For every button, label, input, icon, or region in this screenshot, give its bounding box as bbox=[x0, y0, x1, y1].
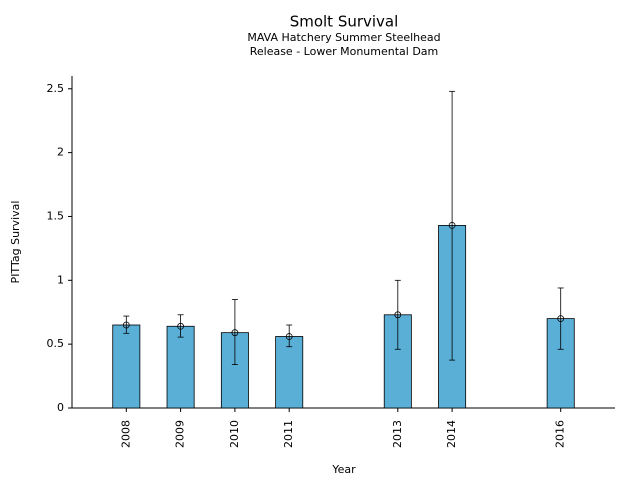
point-marker bbox=[177, 322, 185, 330]
bar bbox=[275, 336, 304, 409]
point-marker bbox=[448, 221, 456, 229]
bar bbox=[166, 325, 195, 409]
x-tick-label: 2008 bbox=[119, 420, 132, 448]
point-marker bbox=[122, 321, 130, 329]
point-marker bbox=[231, 329, 239, 337]
point-marker bbox=[557, 315, 565, 323]
chart-title: Smolt Survival bbox=[290, 13, 399, 31]
x-tick-label: 2009 bbox=[174, 420, 187, 448]
x-tick-label: 2011 bbox=[282, 420, 295, 448]
point-marker bbox=[285, 333, 293, 340]
x-tick-label: 2013 bbox=[391, 420, 404, 448]
x-axis-label: Year bbox=[331, 463, 356, 476]
y-axis-label: PITTag Survival bbox=[9, 201, 22, 284]
y-tick-label: 1 bbox=[57, 273, 64, 286]
y-tick-label: 2.5 bbox=[47, 82, 65, 95]
y-tick-label: 1.5 bbox=[47, 209, 65, 222]
y-tick-label: 0 bbox=[57, 401, 64, 414]
x-tick-label: 2014 bbox=[445, 420, 458, 448]
bar bbox=[112, 324, 141, 409]
y-tick-label: 2 bbox=[57, 146, 64, 159]
x-tick-label: 2010 bbox=[228, 420, 241, 448]
y-tick-label: 0.5 bbox=[47, 337, 65, 350]
chart-subtitle: Release - Lower Monumental Dam bbox=[250, 45, 439, 58]
chart-subtitle: MAVA Hatchery Summer Steelhead bbox=[247, 31, 440, 44]
x-tick-label: 2016 bbox=[554, 420, 567, 448]
point-marker bbox=[394, 311, 402, 319]
